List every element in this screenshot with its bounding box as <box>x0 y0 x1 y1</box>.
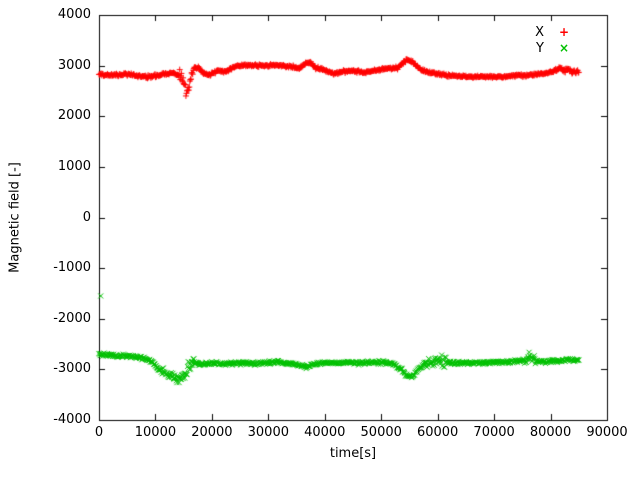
x-tick-label: 0 <box>94 425 104 440</box>
y-tick-label: -1000 <box>53 260 91 276</box>
y-tick-label: -3000 <box>53 361 91 377</box>
legend-marker-plus-icon: + <box>558 25 570 39</box>
x-tick-label: 70000 <box>473 425 515 440</box>
y-tick-label: 0 <box>82 209 91 225</box>
x-tick-label: 90000 <box>586 425 628 440</box>
legend-entry-y: Y × <box>500 40 584 56</box>
legend-label: Y <box>536 40 544 56</box>
x-tick-label: 20000 <box>191 425 233 440</box>
y-tick-label: 4000 <box>57 7 91 22</box>
x-tick-label: 10000 <box>134 425 177 440</box>
x-tick-label: 80000 <box>529 425 572 440</box>
x-tick-label: 60000 <box>416 425 459 440</box>
y-tick-label: 3000 <box>57 57 91 73</box>
x-tick-label: 30000 <box>247 425 289 440</box>
y-tick-label: -2000 <box>53 310 91 326</box>
legend: X + Y × <box>500 24 584 56</box>
legend-entry-x: X + <box>500 24 584 40</box>
x-axis-label: time[s] <box>329 446 377 461</box>
legend-label: X <box>535 24 544 40</box>
legend-marker-cross-icon: × <box>558 41 570 55</box>
y-tick-label: -4000 <box>53 412 91 427</box>
y-tick-label: 2000 <box>57 108 91 124</box>
y-axis-label: Magnetic field [-] <box>7 162 23 273</box>
y-tick-label: 1000 <box>57 158 91 174</box>
x-tick-label: 50000 <box>360 425 402 440</box>
x-tick-label: 40000 <box>304 425 346 440</box>
